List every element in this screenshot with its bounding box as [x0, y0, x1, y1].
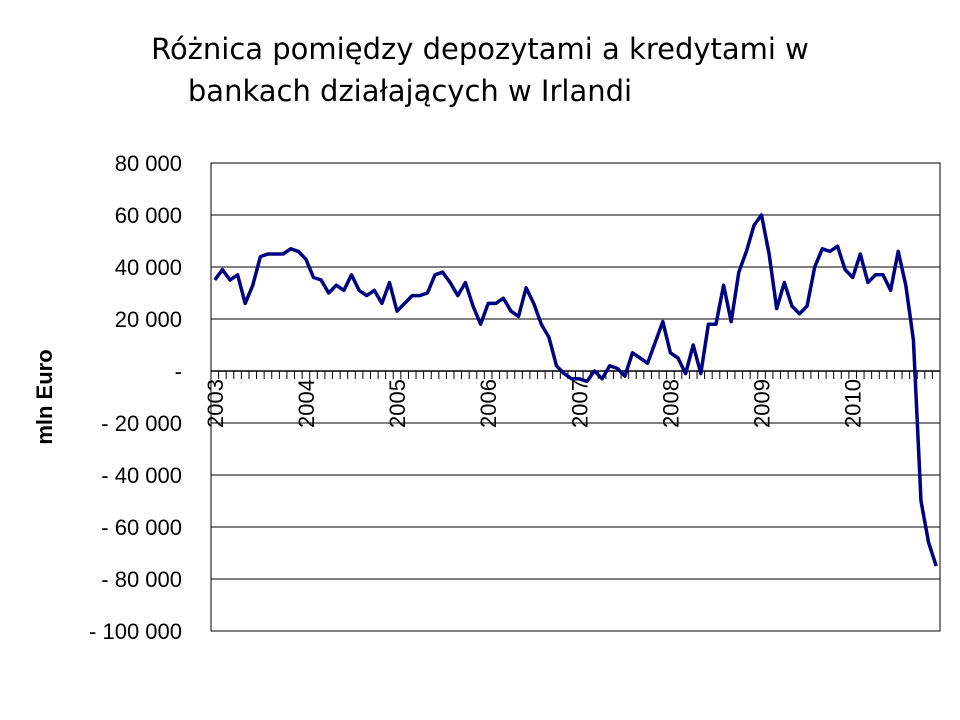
x-tick-label: 2010 — [841, 379, 866, 428]
y-tick-label: 60 000 — [115, 203, 182, 228]
series-layer — [213, 213, 938, 567]
plot-area-frame — [210, 162, 941, 632]
y-tick-label: 80 000 — [115, 151, 182, 176]
y-tick-label: - 100 000 — [89, 619, 182, 644]
x-tick-label: 2007 — [567, 379, 592, 428]
x-tick-label: 2003 — [203, 379, 228, 428]
x-tick-label: 2008 — [658, 379, 683, 428]
x-tick-label: 2005 — [385, 379, 410, 428]
y-tick-label: - 60 000 — [101, 515, 182, 540]
chart-title-line-1: Różnica pomiędzy depozytami a kredytami … — [151, 32, 809, 66]
x-tick-label: 2009 — [750, 379, 775, 428]
chart-title: Różnica pomiędzy depozytami a kredytami … — [0, 28, 960, 112]
x-axis: 2003 2004 2005 2006 2007 2008 2009 2010 — [203, 370, 941, 428]
x-tick-label: 2004 — [294, 379, 319, 428]
y-axis-ticks: 80 000 60 000 40 000 20 000 - - 20 000 - 40 00… — [89, 151, 182, 644]
x-tick-label: 2006 — [476, 379, 501, 428]
y-tick-label: 40 000 — [115, 255, 182, 280]
y-tick-label: - 20 000 — [101, 411, 182, 436]
y-tick-label: - — [175, 359, 182, 384]
y-tick-label: - 80 000 — [101, 567, 182, 592]
series-line — [213, 213, 938, 567]
chart-title-line-2: bankach działających w Irlandi — [187, 74, 633, 108]
y-tick-label: - 40 000 — [101, 463, 182, 488]
y-axis-label: mln Euro — [32, 349, 57, 444]
y-tick-label: 20 000 — [115, 307, 182, 332]
